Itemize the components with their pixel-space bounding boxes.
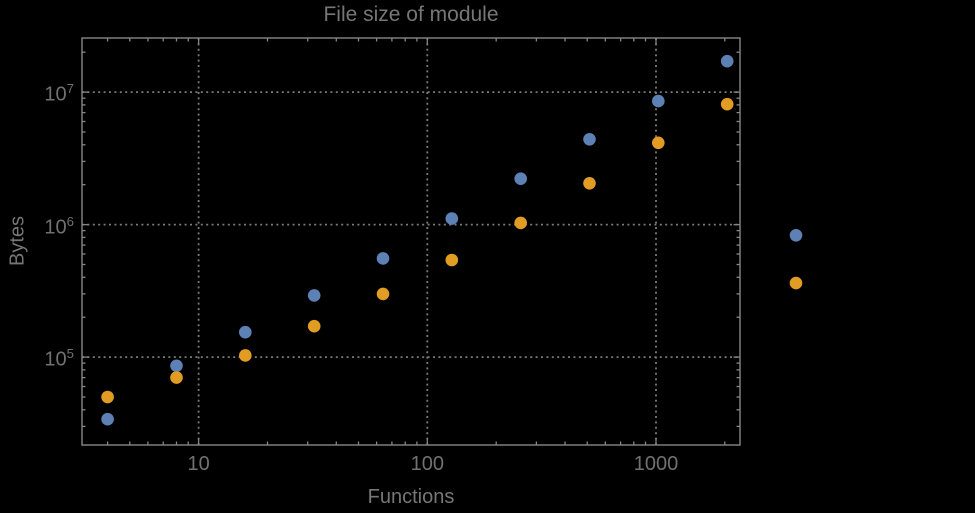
y-tick-label: 107 <box>44 81 74 106</box>
data-point-blue <box>170 359 183 373</box>
data-point-orange <box>445 253 459 267</box>
y-tick-label: 105 <box>44 346 74 371</box>
data-point-blue <box>652 94 665 108</box>
data-point-orange <box>170 371 183 384</box>
data-point-blue <box>307 289 321 302</box>
data-point-orange <box>307 319 321 333</box>
data-point-blue <box>583 133 596 146</box>
data-point-blue <box>789 229 803 242</box>
data-point-blue <box>514 172 527 185</box>
data-point-orange <box>720 97 734 111</box>
x-tick-label: 10 <box>187 453 210 475</box>
data-point-orange <box>514 216 527 230</box>
data-point-orange <box>239 349 252 362</box>
data-point-blue <box>376 252 390 265</box>
data-point-orange <box>652 136 665 150</box>
data-point-orange <box>376 287 390 301</box>
data-point-blue <box>445 212 459 225</box>
x-axis-label: Functions <box>367 486 455 508</box>
data-point-orange <box>101 390 114 404</box>
chart-title: File size of module <box>323 3 499 26</box>
data-point-orange <box>583 177 596 190</box>
data-point-orange <box>789 276 803 290</box>
data-point-blue <box>101 412 114 426</box>
plot-frame <box>81 37 741 446</box>
data-point-blue <box>239 325 252 339</box>
y-tick-label: 106 <box>44 213 74 239</box>
data-point-blue <box>720 54 734 68</box>
x-tick-label: 100 <box>410 453 444 475</box>
x-tick-label: 1000 <box>633 453 679 475</box>
